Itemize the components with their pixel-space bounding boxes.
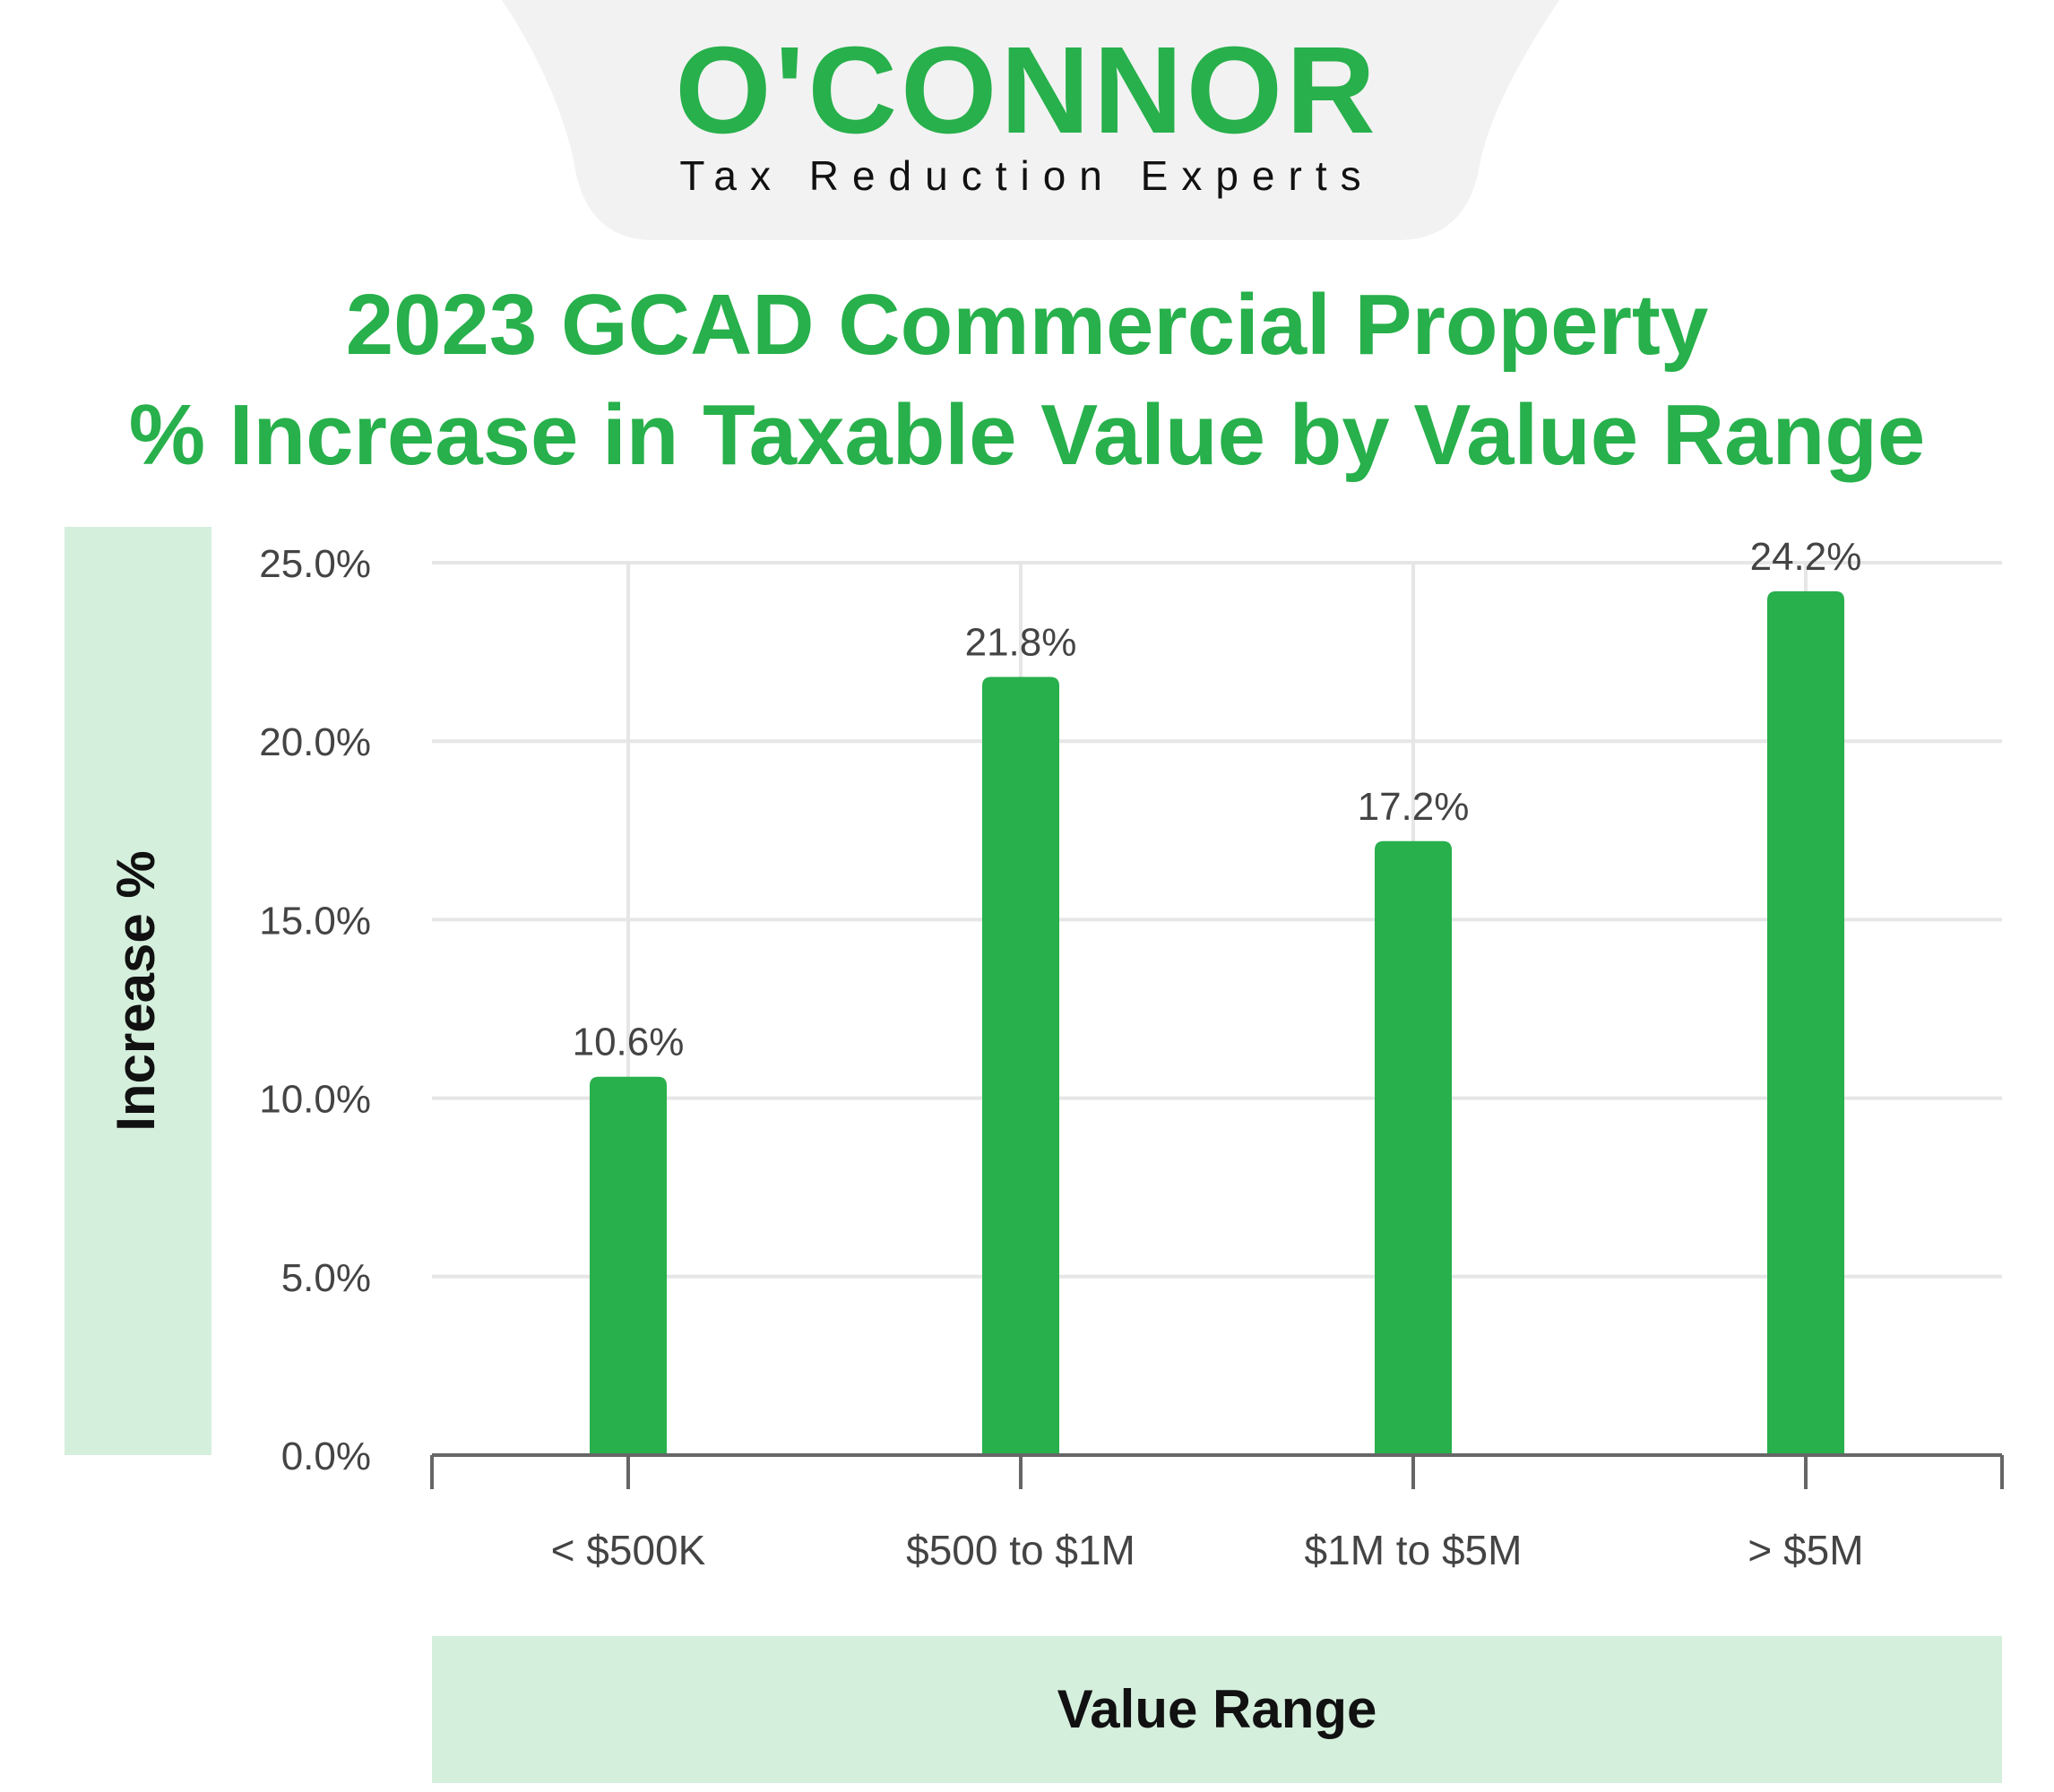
data-label: 17.2%: [1358, 785, 1470, 829]
y-axis-tick-label: 20.0%: [259, 720, 371, 764]
x-axis: [430, 1453, 2004, 1489]
y-axis-tick-label: 10.0%: [259, 1078, 371, 1122]
y-axis-tick-label: 15.0%: [259, 899, 371, 943]
x-axis-tick-label: $1M to $5M: [1305, 1527, 1523, 1573]
y-axis-tick-label: 25.0%: [259, 542, 371, 586]
chart-title-line-1: 2023 GCAD Commercial Property: [346, 277, 1709, 373]
x-axis-tick-label: $500 to $1M: [906, 1527, 1135, 1573]
x-axis-tick-label: < $500K: [551, 1527, 706, 1573]
plot-area: 10.6% 21.8% 17.2% 24.2% 0.0% 5.0% 10.0% 15.0% 2…: [259, 535, 2004, 1573]
x-axis-title-panel: Value Range: [432, 1636, 2002, 1783]
brand-tagline: Tax Reduction Experts: [679, 152, 1374, 199]
x-axis-tick-label: > $5M: [1748, 1527, 1863, 1573]
bar: [590, 1076, 667, 1455]
bar: [1375, 840, 1452, 1455]
vertical-gridlines: [626, 563, 1808, 1455]
bar-series: [590, 590, 1844, 1455]
x-axis-tick-labels: < $500K $500 to $1M $1M to $5M > $5M: [551, 1527, 1864, 1573]
brand-logo-wordmark: O'CONNOR: [675, 22, 1378, 159]
y-axis-title: Increase %: [106, 850, 166, 1132]
data-labels: 10.6% 21.8% 17.2% 24.2%: [573, 535, 1862, 1064]
chart-title: 2023 GCAD Commercial Property % Increase…: [129, 277, 1925, 483]
y-axis-tick-label: 5.0%: [281, 1256, 371, 1300]
data-label: 10.6%: [573, 1021, 685, 1064]
x-axis-title-background: [432, 1636, 2002, 1783]
chart-title-line-2: % Increase in Taxable Value by Value Ran…: [129, 387, 1925, 483]
data-label: 24.2%: [1750, 535, 1862, 579]
y-axis-tick-label: 0.0%: [281, 1434, 371, 1478]
y-axis-tick-labels: 0.0% 5.0% 10.0% 15.0% 20.0% 25.0%: [259, 542, 371, 1478]
y-axis-title-panel: Increase %: [65, 527, 211, 1455]
brand-logo: O'CONNOR: [675, 22, 1378, 159]
header-banner: O'CONNOR Tax Reduction Experts: [502, 0, 1559, 240]
header-banner-shape: [502, 0, 1559, 240]
y-axis-title-background: [65, 527, 211, 1455]
bar: [982, 676, 1059, 1455]
data-label: 21.8%: [965, 620, 1077, 664]
bar: [1767, 590, 1844, 1455]
horizontal-gridlines: [432, 561, 2002, 1279]
x-axis-title: Value Range: [1057, 1679, 1377, 1739]
